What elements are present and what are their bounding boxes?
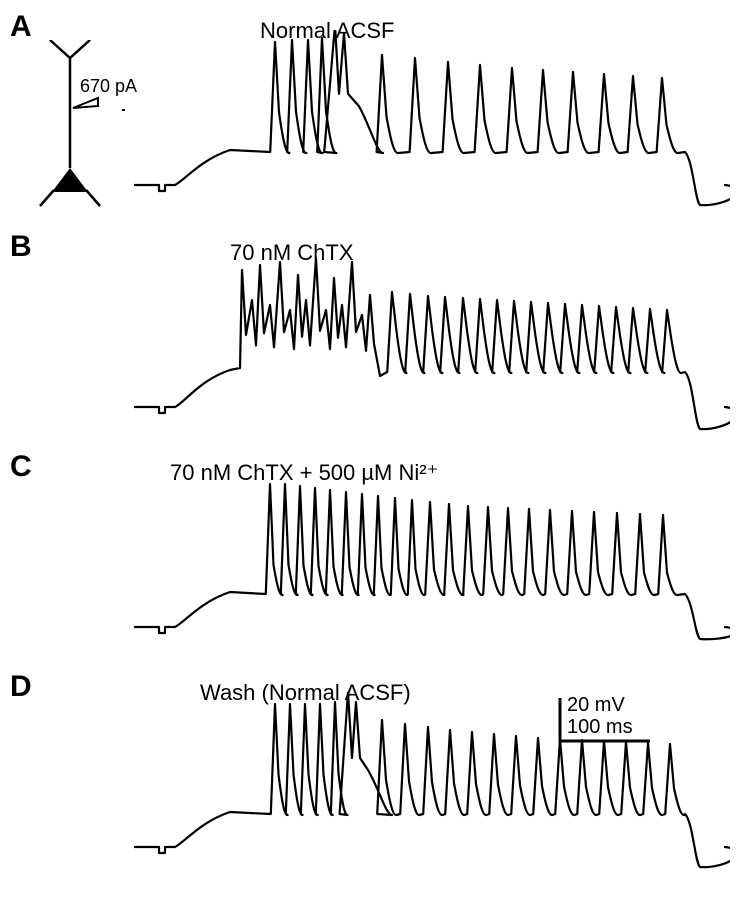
neuron-diagram [25, 40, 125, 235]
voltage-trace-c [130, 472, 730, 652]
voltage-trace-a [130, 30, 730, 210]
scale-label-voltage: 20 mV [567, 694, 625, 717]
panel-label-a: A [10, 10, 32, 44]
panel-label-c: C [10, 450, 32, 484]
panel-label-d: D [10, 670, 32, 704]
scale-label-time: 100 ms [567, 716, 633, 739]
panel-label-b: B [10, 230, 32, 264]
injection-current-label: 670 pA [80, 76, 137, 97]
voltage-trace-b [130, 252, 730, 432]
